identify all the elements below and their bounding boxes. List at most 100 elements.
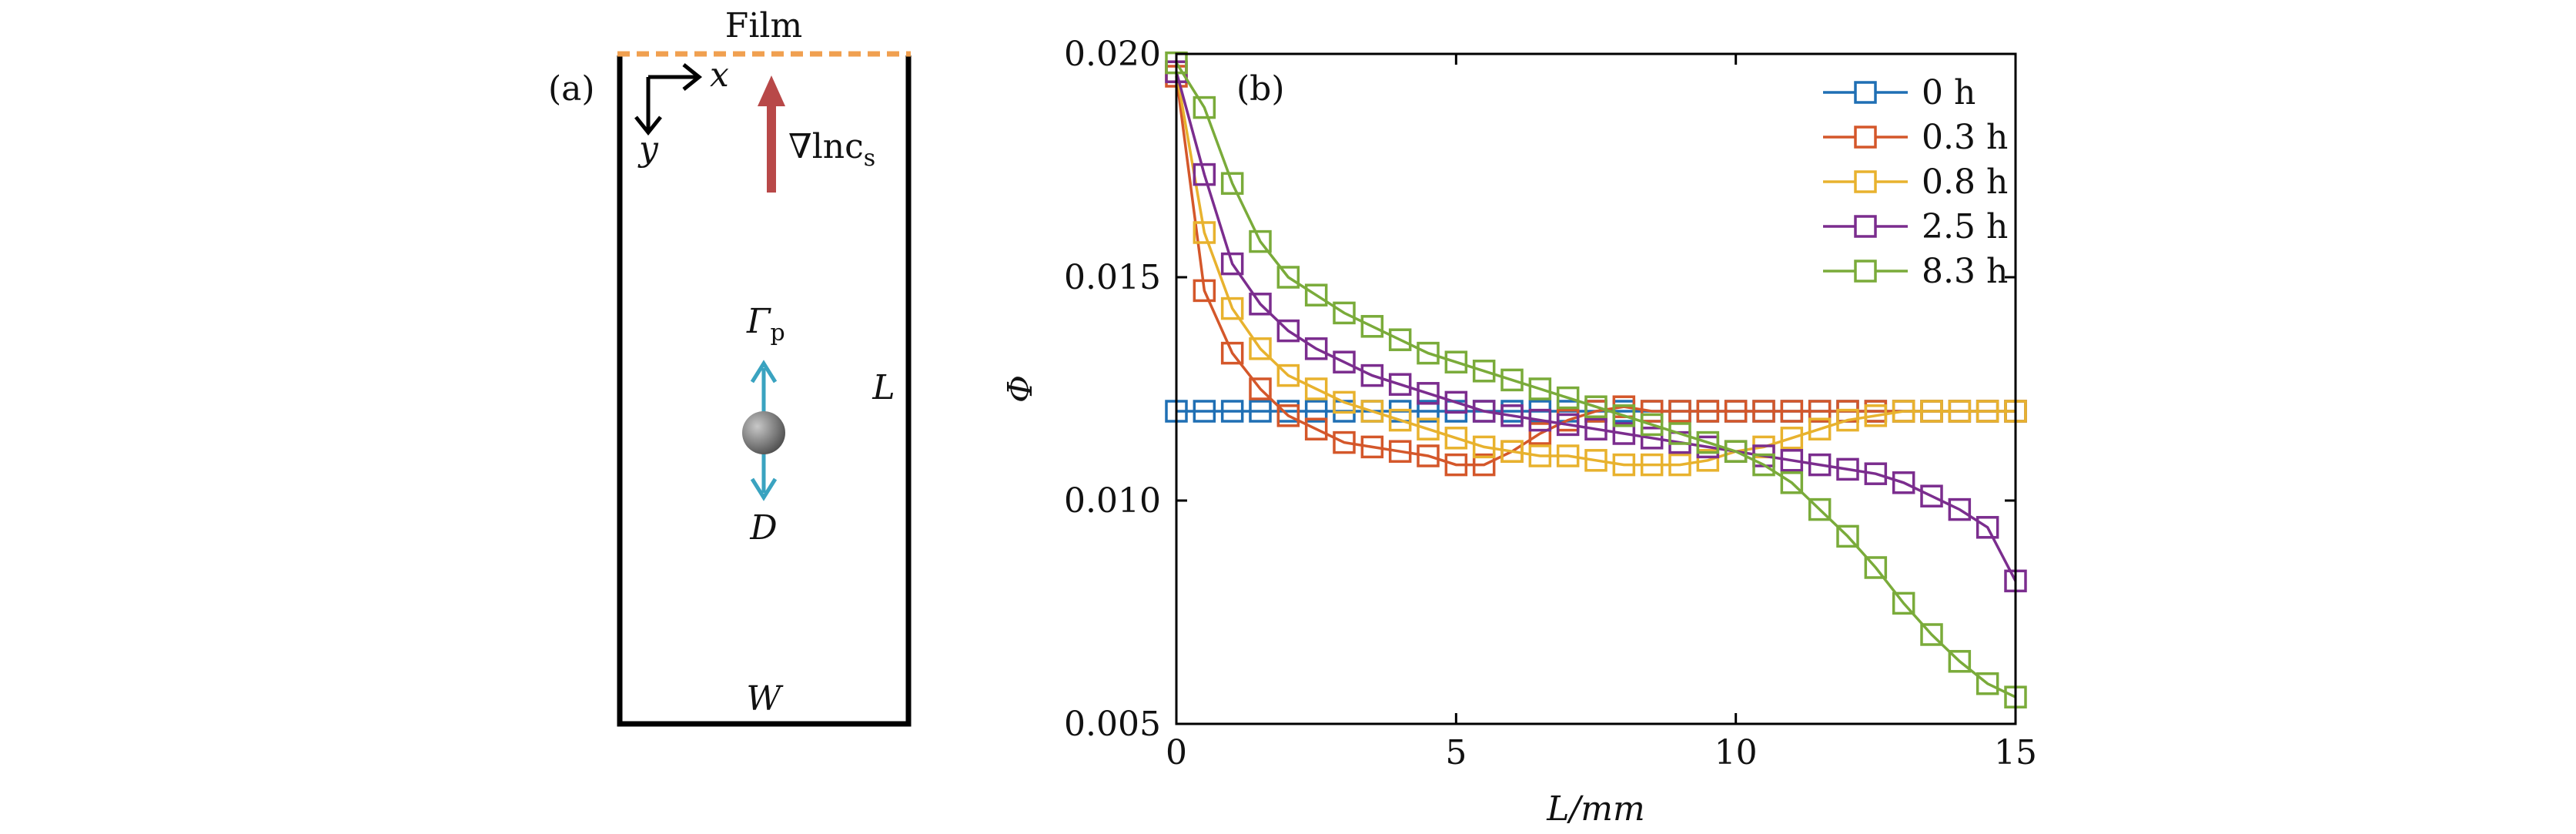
y-tick-label: 0.015 <box>1064 258 1161 297</box>
data-point <box>1808 453 1832 477</box>
data-point <box>1640 400 1664 423</box>
data-point <box>1220 341 1244 365</box>
width-label: W <box>746 679 784 718</box>
data-point <box>1220 400 1244 423</box>
data-point <box>1388 408 1412 432</box>
data-point <box>1220 172 1244 195</box>
y-axis-title: Φ <box>1001 375 1040 403</box>
data-point <box>1724 400 1748 423</box>
particle-icon <box>742 411 785 454</box>
panel-b-label: (b) <box>1236 69 1285 109</box>
data-point <box>1864 556 1888 579</box>
gradient-label: ∇lncs <box>788 127 875 172</box>
legend-marker <box>1854 170 1877 193</box>
legend-label: 0.8 h <box>1922 162 2008 202</box>
data-point <box>1975 672 1999 695</box>
x-tick-label: 10 <box>1715 733 1758 772</box>
y-axis-label: y <box>637 129 659 169</box>
data-point <box>1304 337 1328 360</box>
data-point <box>1668 400 1691 423</box>
data-point <box>1696 400 1720 423</box>
data-point <box>1864 404 1888 427</box>
data-point <box>1304 417 1328 440</box>
data-point <box>1612 422 1636 445</box>
data-point <box>1417 417 1440 440</box>
data-point <box>1556 444 1580 467</box>
series-line <box>1175 71 2017 582</box>
y-tick-label: 0.010 <box>1064 481 1161 521</box>
data-point <box>1836 457 1859 481</box>
series-line <box>1175 75 2016 467</box>
data-point <box>1472 453 1496 477</box>
legend-label: 0 h <box>1922 73 1975 112</box>
data-point <box>1500 404 1524 427</box>
gradient-arrow-icon <box>758 75 785 193</box>
x-tick-label: 5 <box>1445 733 1467 772</box>
data-point <box>1360 315 1384 338</box>
legend-item: 0.3 h <box>1823 118 2008 157</box>
data-point <box>1975 400 1999 423</box>
data-point <box>1249 377 1272 400</box>
data-point <box>1892 471 1915 494</box>
data-point <box>1892 400 1915 423</box>
data-point <box>1892 591 1915 615</box>
x-axis-title: L/mm <box>1546 789 1645 829</box>
gamma-label: Γp <box>746 302 785 347</box>
legend-item: 0 h <box>1823 73 1975 112</box>
legend-item: 2.5 h <box>1823 207 2008 246</box>
data-point <box>1417 400 1440 423</box>
data-point <box>1500 440 1524 463</box>
data-point <box>1584 449 1607 472</box>
data-point <box>1612 453 1636 477</box>
data-point <box>1444 453 1468 477</box>
data-point <box>1612 404 1636 427</box>
data-point <box>1249 229 1272 253</box>
data-point <box>1193 221 1216 244</box>
data-point <box>1752 453 1775 477</box>
data-point <box>1752 400 1775 423</box>
data-point <box>1220 252 1244 276</box>
data-point <box>1640 413 1664 437</box>
data-point <box>1780 449 1804 472</box>
data-point <box>1556 386 1580 410</box>
legend-marker <box>1854 260 1877 283</box>
legend-label: 8.3 h <box>1922 252 2008 291</box>
data-point <box>1193 400 1216 423</box>
length-label: L <box>871 368 895 407</box>
data-point <box>1836 408 1859 432</box>
container-walls <box>617 55 912 727</box>
data-point <box>1333 390 1356 414</box>
data-point <box>1556 413 1580 437</box>
data-point <box>1417 382 1440 405</box>
data-point <box>1724 440 1748 463</box>
series-layer <box>1165 51 2027 708</box>
data-point <box>1948 650 1972 673</box>
data-point <box>1388 373 1412 396</box>
legend: 0 h 0.3 h 0.8 h 2.5 h 8.3 h <box>1823 73 2008 291</box>
coordinate-axes-icon <box>634 63 703 136</box>
data-point <box>1780 427 1804 450</box>
data-point <box>1472 400 1496 423</box>
data-point <box>1193 162 1216 186</box>
y-tick-label: 0.005 <box>1064 705 1161 744</box>
data-point <box>1276 266 1300 289</box>
series-line <box>1175 71 2016 467</box>
data-point <box>1333 430 1356 454</box>
ticks-layer: 0 5 10 15 0.005 0.010 0.015 0.020 <box>1064 35 2037 772</box>
data-point <box>1528 422 1552 445</box>
data-point <box>1668 453 1691 477</box>
data-point <box>1249 400 1272 423</box>
x-tick-label: 0 <box>1166 733 1187 772</box>
data-point <box>1948 497 1972 521</box>
data-point <box>1500 368 1524 392</box>
data-point <box>1920 400 1943 423</box>
data-point <box>1444 390 1468 414</box>
data-point <box>1920 484 1943 507</box>
data-point <box>1220 296 1244 320</box>
data-point <box>1249 337 1272 360</box>
data-point <box>1360 363 1384 387</box>
data-point <box>1388 328 1412 351</box>
x-axis-label: x <box>710 55 729 95</box>
legend-label: 2.5 h <box>1922 207 2008 246</box>
